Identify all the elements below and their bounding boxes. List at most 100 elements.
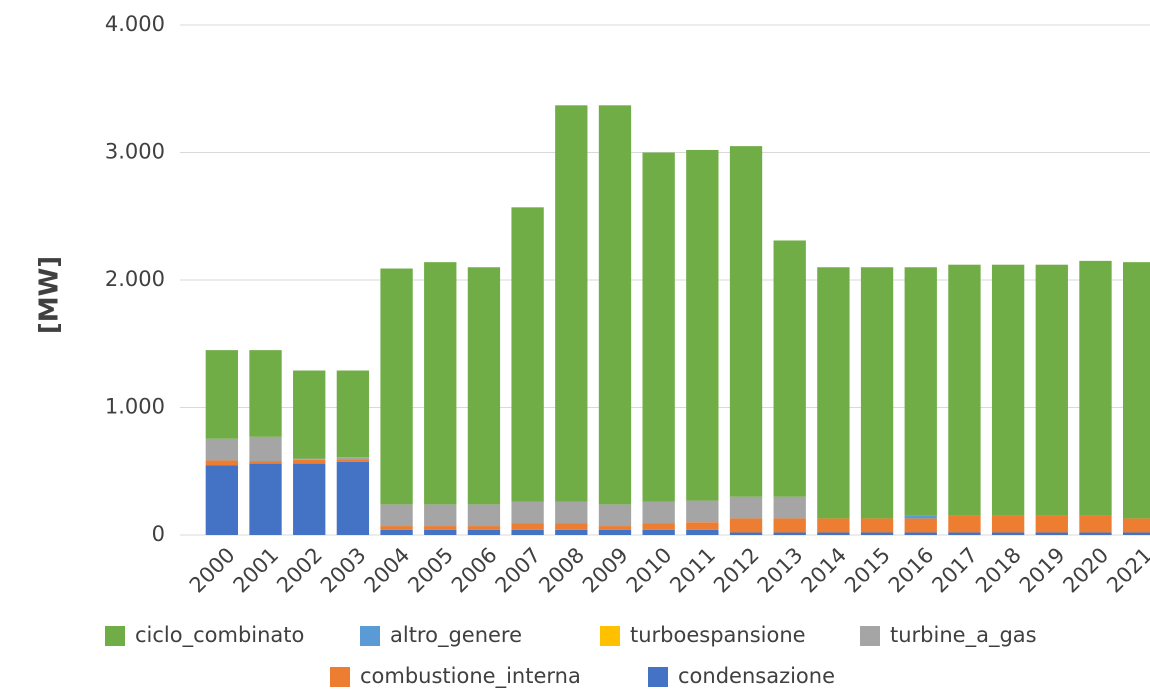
x-tick-label: 2017 xyxy=(927,543,982,598)
bar-segment xyxy=(991,532,1025,535)
legend-swatch xyxy=(330,667,350,687)
legend-label: condensazione xyxy=(678,664,835,688)
bar-segment xyxy=(424,529,457,535)
bar-segment xyxy=(729,496,763,519)
bar-segment xyxy=(424,526,457,530)
bar-segment xyxy=(598,529,632,535)
bar-segment xyxy=(773,496,806,519)
bar-segment xyxy=(642,501,675,524)
x-tick-label: 2002 xyxy=(272,543,327,598)
x-tick-label: 2020 xyxy=(1058,543,1113,598)
y-tick-label: 2.000 xyxy=(105,267,165,291)
bar-segment xyxy=(336,461,370,535)
x-tick-label: 2012 xyxy=(709,543,764,598)
bar-segment xyxy=(686,522,719,530)
bar-segment xyxy=(904,267,937,516)
bar-segment xyxy=(1079,260,1112,516)
x-tick-label: 2004 xyxy=(360,543,415,598)
bar-segment xyxy=(467,529,501,535)
legend-label: combustione_interna xyxy=(360,664,581,689)
bar-segment xyxy=(249,436,282,462)
bar-segment xyxy=(511,523,544,530)
bar-segment xyxy=(249,461,282,464)
x-tick-label: 2015 xyxy=(840,543,895,598)
y-axis-label: [MW] xyxy=(35,256,65,334)
bar-segment xyxy=(1122,518,1150,533)
legend-label: altro_genere xyxy=(390,623,522,648)
bar-segment xyxy=(598,504,632,527)
bar-segment xyxy=(380,504,413,527)
bar-segment xyxy=(205,350,239,439)
bar-segment xyxy=(511,501,544,524)
bar-segment xyxy=(1035,532,1068,535)
bar-segment xyxy=(205,465,239,535)
bar-segment xyxy=(293,463,326,535)
x-tick-label: 2019 xyxy=(1015,543,1070,598)
x-tick-label: 2000 xyxy=(185,543,240,598)
bar-segment xyxy=(380,526,413,530)
bar-segment xyxy=(598,105,632,505)
bar-segment xyxy=(555,523,588,530)
x-tick-label: 2011 xyxy=(665,543,720,598)
bar-segment xyxy=(336,457,370,460)
bar-segment xyxy=(467,504,501,527)
x-tick-label: 2006 xyxy=(447,543,502,598)
y-tick-label: 1.000 xyxy=(105,395,165,419)
bar-segment xyxy=(729,146,763,497)
bar-segment xyxy=(205,460,239,466)
bar-segment xyxy=(686,529,719,535)
bar-segment xyxy=(642,523,675,530)
bar-segment xyxy=(686,149,719,501)
bar-segment xyxy=(817,518,850,533)
bar-segment xyxy=(555,529,588,535)
bar-segment xyxy=(948,264,981,516)
bar-segment xyxy=(1035,264,1068,516)
legend-swatch xyxy=(360,626,380,646)
bar-segment xyxy=(598,526,632,530)
bar-segment xyxy=(467,526,501,530)
x-tick-label: 2013 xyxy=(753,543,808,598)
bar-segment xyxy=(948,515,981,533)
bar-segment xyxy=(1079,532,1112,535)
x-tick-label: 2008 xyxy=(534,543,589,598)
bar-segment xyxy=(249,350,282,437)
bar-segment xyxy=(293,459,326,464)
bar-segment xyxy=(904,532,937,535)
bar-segment xyxy=(686,500,719,523)
y-tick-label: 0 xyxy=(152,522,165,546)
bar-segment xyxy=(555,501,588,524)
bar-segment xyxy=(817,267,850,519)
x-tick-label: 2003 xyxy=(316,543,371,598)
bar-segment xyxy=(511,529,544,535)
bar-segment xyxy=(948,532,981,535)
x-tick-label: 2018 xyxy=(971,543,1026,598)
y-tick-label: 4.000 xyxy=(105,12,165,36)
bar-segment xyxy=(729,518,763,533)
x-tick-label: 2010 xyxy=(622,543,677,598)
bar-segment xyxy=(467,267,501,505)
bar-segment xyxy=(249,463,282,535)
bar-segment xyxy=(991,264,1025,516)
x-tick-label: 2016 xyxy=(884,543,939,598)
bar-segment xyxy=(904,518,937,533)
bar-segment xyxy=(904,515,937,519)
bar-segment xyxy=(424,262,457,505)
bar-segment xyxy=(293,370,326,459)
bar-segment xyxy=(424,504,457,527)
bar-segment xyxy=(555,105,588,502)
x-tick-label: 2005 xyxy=(403,543,458,598)
legend-swatch xyxy=(648,667,668,687)
bar-segment xyxy=(642,152,675,502)
x-tick-label: 2014 xyxy=(796,543,851,598)
bar-segment xyxy=(1122,262,1150,519)
bar-segment xyxy=(293,458,326,460)
y-tick-label: 3.000 xyxy=(105,140,165,164)
bar-segment xyxy=(1122,532,1150,535)
bar-segment xyxy=(380,529,413,535)
bar-segment xyxy=(336,370,370,458)
legend-swatch xyxy=(860,626,880,646)
legend-swatch xyxy=(105,626,125,646)
bar-segment xyxy=(1079,515,1112,533)
bar-segment xyxy=(991,515,1025,533)
